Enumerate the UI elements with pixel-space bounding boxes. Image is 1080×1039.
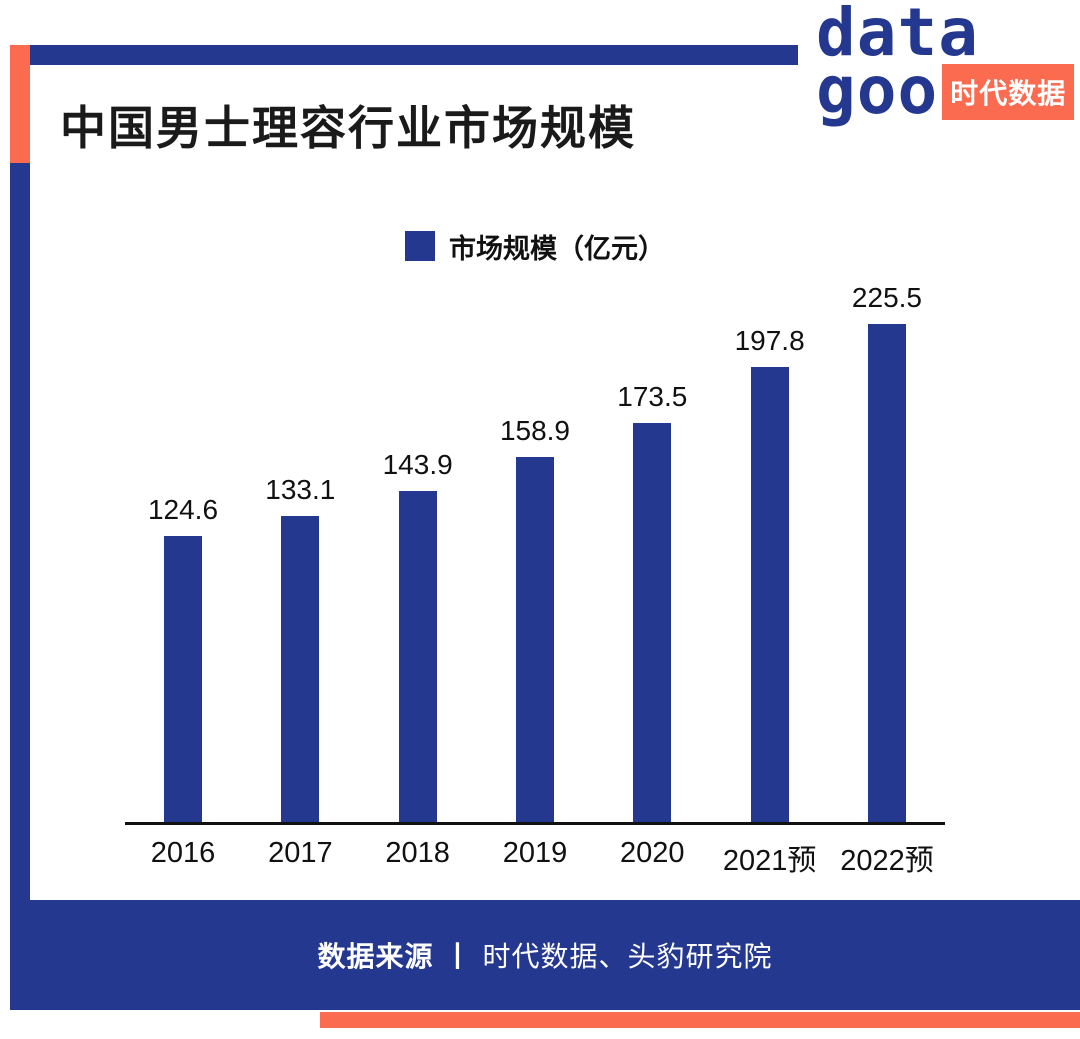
bar-value-label: 133.1 — [265, 474, 336, 505]
source-label: 数据来源 — [317, 941, 434, 972]
bar-column: 133.1 — [242, 282, 358, 822]
brand-logo: data goo 时代数据 — [816, 0, 1075, 130]
legend-swatch-icon — [405, 231, 435, 261]
plot-area: 124.6 133.1 143.9 158.9 173.5 197.8 225.5 — [125, 282, 945, 825]
bar-column: 124.6 — [125, 282, 241, 822]
bar-value-label: 173.5 — [617, 381, 688, 412]
bar-column: 197.8 — [712, 282, 828, 822]
x-axis-tick-label: 2016 — [150, 837, 216, 869]
page-title: 中国男士理容行业市场规模 — [60, 102, 636, 154]
data-source-text: 数据来源丨时代数据、头豹研究院 — [317, 935, 772, 975]
bar-column: 225.5 — [829, 282, 945, 822]
frame-top-bar — [30, 45, 798, 65]
source-divider: 丨 — [443, 941, 473, 972]
bar-column: 158.9 — [477, 282, 593, 822]
bar-column: 143.9 — [360, 282, 476, 822]
x-axis-tick-label: 2018 — [385, 837, 450, 869]
bar-value-label: 225.5 — [851, 282, 922, 313]
bar — [398, 491, 437, 822]
bar-value-label: 143.9 — [382, 449, 453, 480]
bar-value-label: 158.9 — [499, 415, 571, 446]
bar — [867, 324, 906, 822]
x-axis-labels: 2016 2017 2018 2019 2020 2021预 2022预 — [125, 837, 945, 879]
logo-badge: 时代数据 — [942, 64, 1075, 121]
bar-chart: 市场规模（亿元） 124.6 133.1 143.9 158.9 173.5 197.8 2… — [125, 228, 945, 879]
bar — [281, 516, 320, 822]
chart-legend: 市场规模（亿元） — [125, 228, 945, 264]
footer-band: 数据来源丨时代数据、头豹研究院 — [10, 900, 1080, 1010]
x-axis-tick-label: 2019 — [502, 837, 568, 869]
legend-label: 市场规模（亿元） — [449, 233, 665, 264]
logo-row-2: goo 时代数据 — [816, 52, 1075, 130]
logo-word-goo: goo — [816, 52, 939, 130]
bar — [515, 457, 554, 822]
frame-corner-accent — [10, 45, 30, 163]
x-axis-tick-label: 2017 — [268, 837, 333, 869]
bottom-accent-bar — [320, 1012, 1080, 1028]
bar — [750, 367, 789, 822]
x-axis-tick-label: 2022预 — [840, 845, 934, 877]
bar-value-label: 124.6 — [147, 494, 219, 525]
bar-value-label: 197.8 — [734, 325, 805, 356]
x-axis-tick-label: 2021预 — [722, 845, 817, 877]
bar-column: 173.5 — [594, 282, 710, 822]
bar — [164, 536, 202, 822]
x-axis-tick-label: 2020 — [620, 837, 685, 869]
bar — [633, 423, 672, 822]
frame-left-bar — [10, 163, 30, 900]
logo-word-data: data — [816, 0, 979, 71]
source-value: 时代数据、头豹研究院 — [482, 941, 773, 972]
